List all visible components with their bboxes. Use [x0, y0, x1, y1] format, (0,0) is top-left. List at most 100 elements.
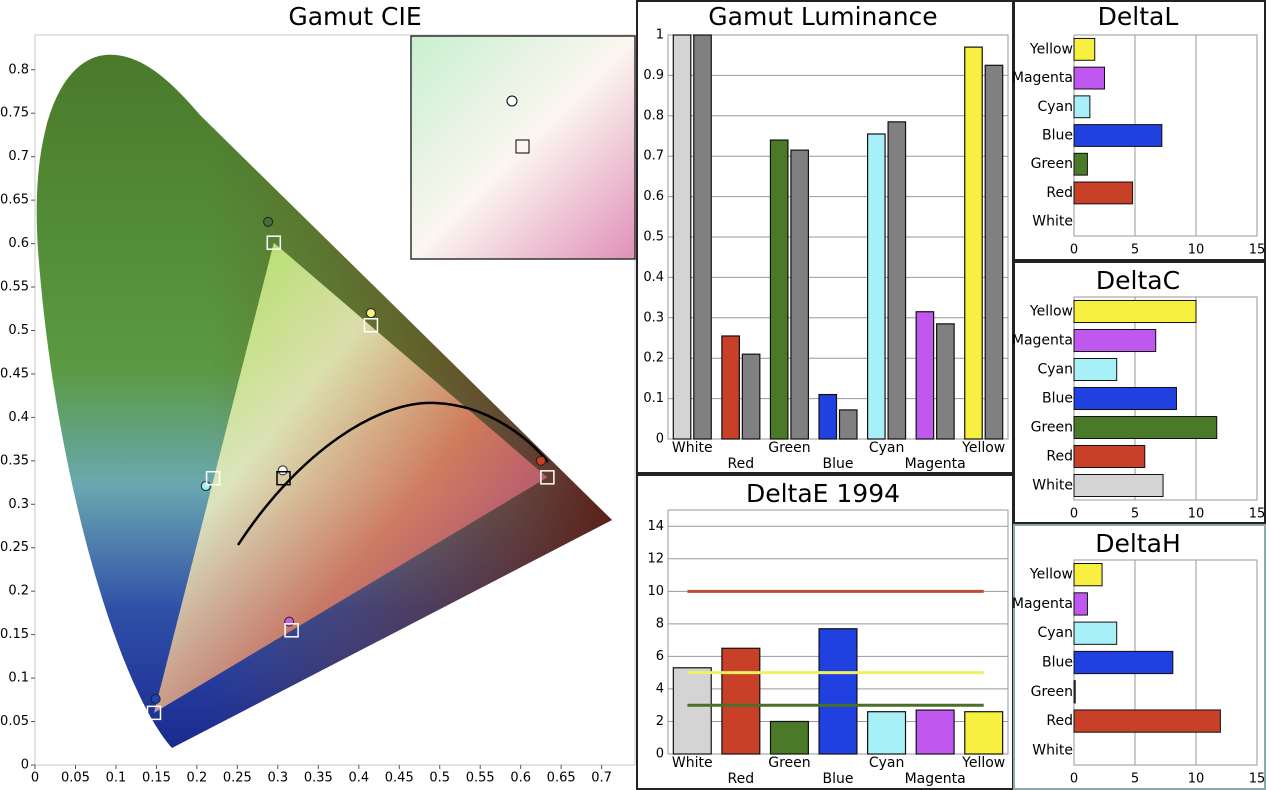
category-label: White	[672, 755, 713, 771]
x-tick-label: 5	[1131, 507, 1139, 522]
category-label: Red	[1046, 713, 1073, 729]
bar	[1073, 444, 1146, 469]
y-tick-label: 0.1	[643, 391, 664, 406]
x-tick-label: 0.5	[429, 771, 450, 786]
bar	[790, 149, 810, 440]
x-tick-label: 0	[31, 771, 39, 786]
category-label: Green	[1031, 684, 1073, 700]
category-label: Green	[768, 440, 810, 456]
x-tick-label: 0.05	[61, 771, 90, 786]
chart-title: Gamut CIE	[288, 2, 421, 31]
category-label: Blue	[823, 771, 854, 787]
target-point	[363, 318, 379, 333]
y-tick-label: 0	[656, 432, 664, 447]
y-tick-label: 0.5	[8, 323, 29, 338]
y-tick-label: 0.3	[643, 310, 664, 325]
y-tick-label: 0.4	[8, 410, 29, 425]
measured-point	[150, 693, 161, 704]
category-label: Yellow	[1029, 304, 1073, 320]
measured-point	[535, 455, 546, 466]
bar	[1073, 650, 1174, 675]
bar	[1073, 328, 1157, 353]
chart-title: DeltaC	[1096, 266, 1180, 295]
y-tick-label: 0.45	[0, 366, 29, 381]
white-point-inset	[410, 35, 636, 260]
x-tick-label: 15	[1249, 507, 1266, 522]
bar	[818, 393, 838, 440]
bar	[769, 720, 809, 755]
bar	[1073, 357, 1118, 382]
y-tick-label: 10	[647, 584, 664, 599]
target-point	[540, 470, 555, 485]
bar	[1073, 563, 1103, 587]
bar	[1073, 95, 1091, 119]
x-tick-label: 5	[1131, 243, 1139, 258]
bar	[964, 711, 1004, 755]
y-tick-label: 0.75	[0, 106, 29, 121]
bar	[1073, 66, 1105, 90]
y-tick-label: 4	[656, 681, 664, 696]
target-point	[284, 623, 299, 638]
y-tick-label: 0	[656, 747, 664, 762]
bar	[887, 121, 907, 440]
x-tick-label: 0.35	[304, 771, 333, 786]
category-label: Red	[728, 771, 755, 787]
bar	[915, 709, 955, 755]
x-tick-label: 0.25	[223, 771, 252, 786]
category-label: Cyan	[869, 440, 905, 456]
category-label: Magenta	[905, 456, 966, 472]
measured-point	[200, 481, 211, 492]
cie-plot-frame	[34, 34, 636, 766]
x-tick-label: 10	[1188, 243, 1205, 258]
y-tick-label: 0.2	[8, 584, 29, 599]
bar	[1073, 592, 1088, 616]
x-tick-label: 0.65	[547, 771, 576, 786]
y-tick-label: 0.4	[643, 270, 664, 285]
bar	[984, 64, 1004, 440]
category-label: White	[672, 440, 713, 456]
bar	[1073, 621, 1118, 645]
bar	[769, 139, 789, 440]
bar	[936, 323, 955, 440]
y-tick-label: 0.2	[643, 351, 664, 366]
x-tick-label: 0.7	[591, 771, 612, 786]
y-tick-label: 0.6	[8, 236, 29, 251]
category-label: White	[1032, 478, 1073, 494]
bar	[867, 711, 907, 755]
x-tick-label: 0.45	[385, 771, 414, 786]
x-tick-label: 0.3	[267, 771, 288, 786]
category-label: White	[1032, 742, 1073, 758]
category-label: Cyan	[1037, 99, 1073, 115]
category-label: Yellow	[1029, 567, 1073, 583]
category-label: White	[1032, 214, 1073, 230]
x-tick-label: 0.6	[510, 771, 531, 786]
measured-point	[277, 465, 288, 476]
bar	[741, 353, 761, 440]
y-tick-label: 0.7	[8, 149, 29, 164]
bar	[721, 647, 761, 755]
bar	[1073, 152, 1088, 176]
bar	[866, 133, 886, 440]
cie-layer	[153, 242, 548, 713]
y-tick-label: 0.55	[0, 280, 29, 295]
bar	[915, 311, 935, 440]
y-tick-label: 0.6	[643, 189, 664, 204]
x-tick-label: 0.15	[142, 771, 171, 786]
category-label: Blue	[1042, 655, 1073, 671]
y-tick-label: 1	[656, 28, 664, 43]
y-tick-label: 0.35	[0, 453, 29, 468]
y-tick-label: 0.3	[8, 497, 29, 512]
y-tick-label: 0.8	[8, 62, 29, 77]
target-point	[146, 705, 162, 721]
target-point	[276, 470, 291, 486]
category-label: Green	[768, 755, 810, 771]
y-tick-label: 0.05	[0, 714, 29, 729]
bar	[1073, 473, 1164, 498]
category-label: Magenta	[1012, 333, 1073, 349]
y-tick-label: 0	[21, 758, 29, 773]
category-label: Red	[1046, 449, 1073, 465]
category-label: Blue	[1042, 128, 1073, 144]
bar	[964, 46, 983, 440]
bar	[1073, 181, 1134, 205]
x-tick-label: 5	[1131, 772, 1139, 787]
